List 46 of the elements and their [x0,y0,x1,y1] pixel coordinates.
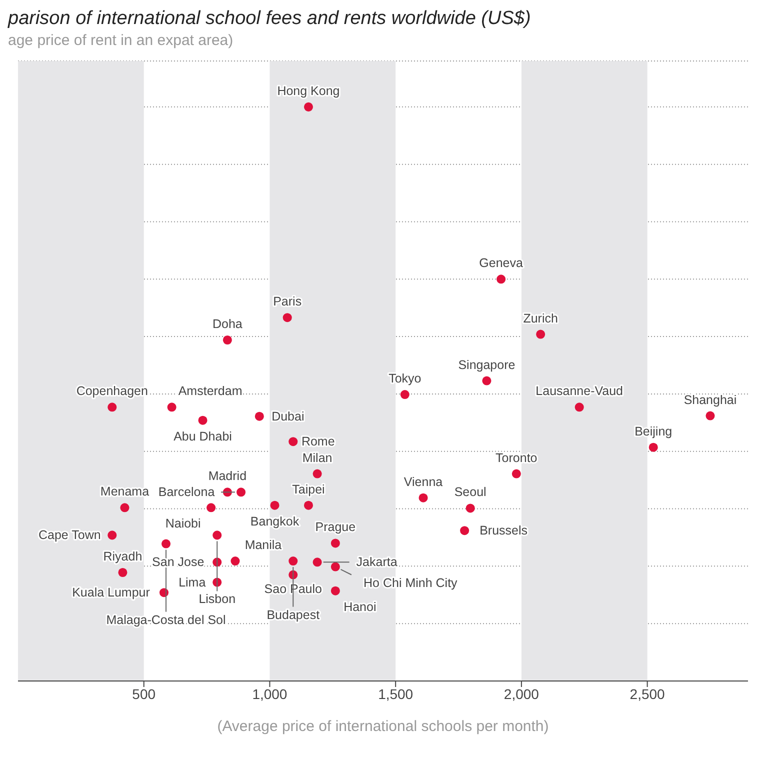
annotation: Kuala Lumpur [72,586,150,600]
annotation: Ho Chi Minh City [364,576,458,590]
annotation: Hong Kong [277,84,340,98]
annotation: Lisbon [198,592,236,606]
annotation: Milan [302,450,332,465]
x-tick-label: 2,500 [630,686,666,702]
annotation: Singapore [458,358,516,372]
annotation: Zurich [523,311,558,326]
annotation: Taipei [292,482,325,496]
annotation: Hanoi [344,600,376,614]
annotation: Barcelona [158,485,215,500]
annotation: Lima [178,575,206,590]
annotation: Geneva [479,256,523,270]
annotation: Bangkok [250,514,300,528]
annotation: Abu Dhabi [174,429,232,444]
annotation: Rome [301,434,335,449]
annotation: Tokyo [388,372,422,386]
annotation: Brussels [480,524,528,538]
x-tick-label: 1,000 [252,686,288,702]
annotation: Jakarta [356,555,398,570]
annotation: Beijing [634,424,672,438]
x-tick-label: 2,000 [504,686,540,702]
annotation: Madrid [208,469,247,484]
x-tick-label: 500 [132,686,156,702]
annotation: Paris [273,294,302,309]
annotation: Naiobi [165,516,201,531]
annotation: Budapest [266,608,320,622]
chart-title: parison of international school fees and rents worldwide (US$) [8,8,532,30]
annotation: Dubai [272,409,304,424]
annotation: Seoul [454,485,486,500]
annotation: Riyadh [103,550,142,564]
annotation: Doha [212,317,242,331]
annotation: Manila [244,538,282,552]
annotation: Shanghai [684,392,737,407]
annotation: Prague [315,520,356,534]
x-tick-label: 1,500 [378,686,414,702]
annotation: Cape Town [38,528,101,542]
annotation: Vienna [404,474,443,489]
annotation: Lausanne-Vaud [536,384,624,398]
annotation: Toronto [496,450,538,465]
x-axis-title: (Average price of international schools per month) [217,718,549,735]
annotation: Amsterdam [178,384,242,398]
annotation: Menama [100,484,150,499]
annotation: Copenhagen [76,384,148,398]
annotation: Malaga-Costa del Sol [106,612,226,627]
y-axis-title: age price of rent in an expat area) [8,32,234,49]
